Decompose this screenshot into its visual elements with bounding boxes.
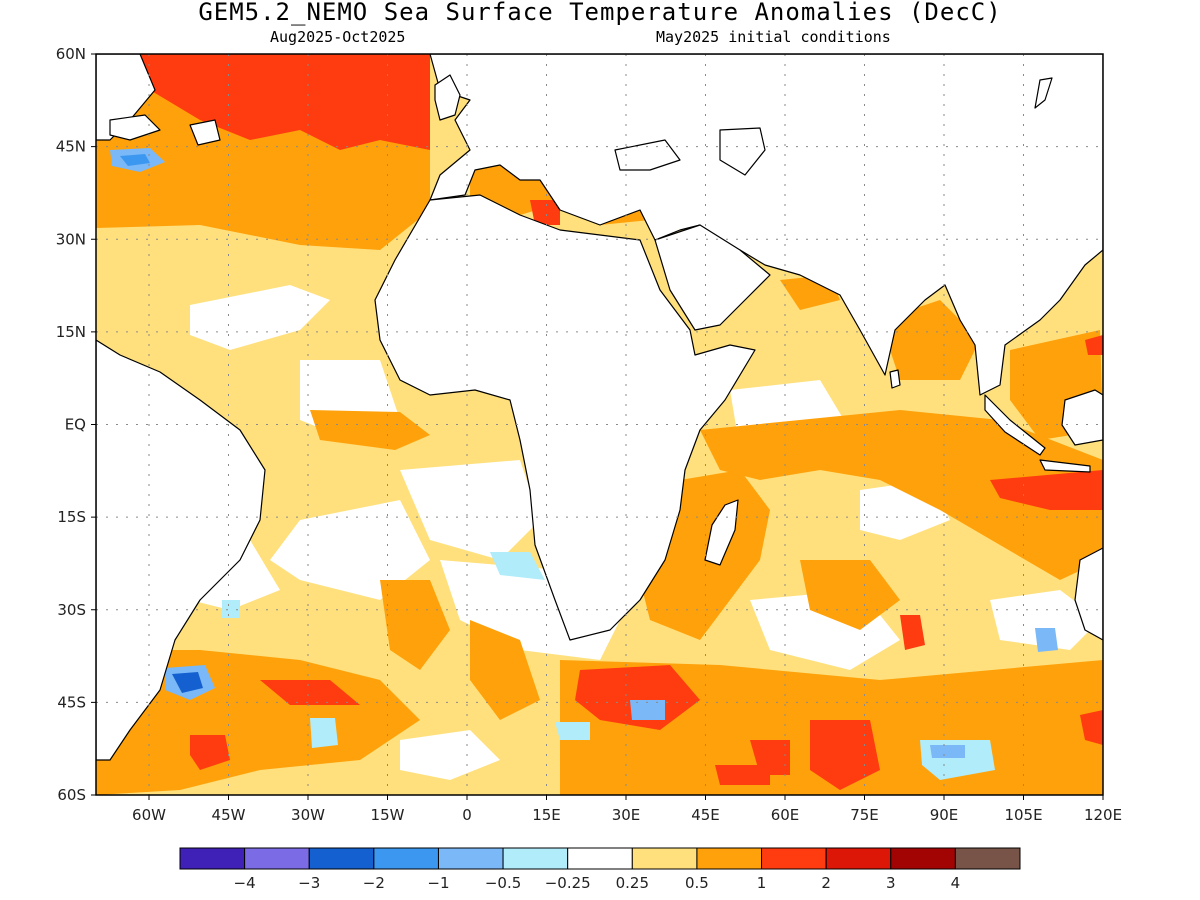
land-nova-scotia — [109, 114, 161, 141]
lat-tick-label: 45S — [57, 693, 86, 711]
colorbar-swatch — [437, 847, 504, 870]
lon-tick-label: 30E — [612, 806, 641, 824]
lon-tick-label: 30W — [291, 806, 325, 824]
land-south-america — [96, 339, 266, 761]
colorbar-label: 2 — [821, 874, 831, 892]
colorbar-swatch — [890, 847, 956, 870]
lon-tick-label: 45W — [212, 806, 246, 824]
gridlines — [96, 54, 1103, 795]
latitude-axis: 60N 45N 30N 15N EQ 15S 30S 45S 60S — [56, 45, 96, 804]
lon-tick-label: 60W — [132, 806, 166, 824]
colorbar-label: −2 — [363, 874, 385, 892]
lat-tick-label: 30S — [57, 601, 86, 619]
map-title: GEM5.2_NEMO Sea Surface Temperature Anom… — [198, 0, 1002, 26]
colorbar-label: −0.25 — [545, 874, 591, 892]
lon-tick-label: 15W — [371, 806, 405, 824]
land-borneo — [1061, 389, 1103, 446]
colorbar-label: 4 — [951, 874, 961, 892]
land-australia — [1074, 547, 1103, 641]
lon-tick-label: 0 — [462, 806, 472, 824]
land-arabia — [654, 224, 771, 331]
land-uk — [434, 74, 461, 121]
colorbar-label: 3 — [886, 874, 896, 892]
colorbar-swatch — [308, 847, 375, 870]
lon-tick-label: 45E — [691, 806, 720, 824]
colorbar-label: −4 — [234, 874, 256, 892]
land-madagascar — [704, 499, 739, 566]
lat-tick-label: 15S — [57, 508, 86, 526]
colorbar-swatch — [954, 847, 1021, 870]
colorbar-swatch — [244, 847, 310, 870]
lon-tick-label: 90E — [930, 806, 959, 824]
colorbar-label: 1 — [757, 874, 767, 892]
land-japan — [1034, 77, 1053, 109]
land-masses — [96, 54, 1103, 761]
land-black-sea — [614, 139, 681, 171]
colorbar-label: −3 — [298, 874, 320, 892]
lon-tick-label: 120E — [1084, 806, 1122, 824]
forecast-period: Aug2025-Oct2025 — [270, 28, 406, 46]
colorbar-legend: −4 −3 −2 −1 −0.5 −0.25 0.25 0.5 1 2 3 4 — [179, 847, 1021, 892]
colorbar-swatch — [825, 847, 892, 870]
colorbar-label: 0.25 — [616, 874, 649, 892]
lat-tick-label: 45N — [56, 138, 86, 156]
lat-tick-label: 30N — [56, 230, 86, 248]
colorbar-swatch — [761, 847, 827, 870]
land-gulf-region — [719, 127, 766, 176]
lon-tick-label: 15E — [532, 806, 561, 824]
longitude-axis: 60W 45W 30W 15W 0 15E 30E 45E 60E 75E 90E 105E 120E — [132, 795, 1122, 824]
land-africa — [374, 194, 756, 641]
land-sri-lanka — [889, 369, 901, 389]
colorbar-swatch — [502, 847, 569, 870]
lon-tick-label: 75E — [850, 806, 879, 824]
colorbar-swatch — [567, 847, 633, 870]
strong-warm-regions — [140, 54, 1103, 790]
land-sumatra — [984, 394, 1046, 456]
cool-regions — [110, 148, 1058, 780]
land-java — [1039, 459, 1091, 473]
lat-tick-label: 15N — [56, 323, 86, 341]
colorbar-swatch — [631, 847, 698, 870]
map-plot-area — [96, 54, 1103, 795]
colorbar-swatch — [373, 847, 439, 870]
lon-tick-label: 60E — [771, 806, 800, 824]
lon-tick-label: 105E — [1004, 806, 1042, 824]
land-newfoundland — [189, 119, 221, 146]
colorbar-label: −1 — [427, 874, 449, 892]
colorbar-swatch — [696, 847, 763, 870]
lat-tick-label: EQ — [65, 416, 86, 434]
initial-conditions: May2025 initial conditions — [656, 28, 891, 46]
lat-tick-label: 60N — [56, 45, 86, 63]
lat-tick-label: 60S — [57, 786, 86, 804]
colorbar-label: −0.5 — [485, 874, 521, 892]
colorbar-label: 0.5 — [685, 874, 709, 892]
colorbar-swatch — [179, 847, 246, 870]
